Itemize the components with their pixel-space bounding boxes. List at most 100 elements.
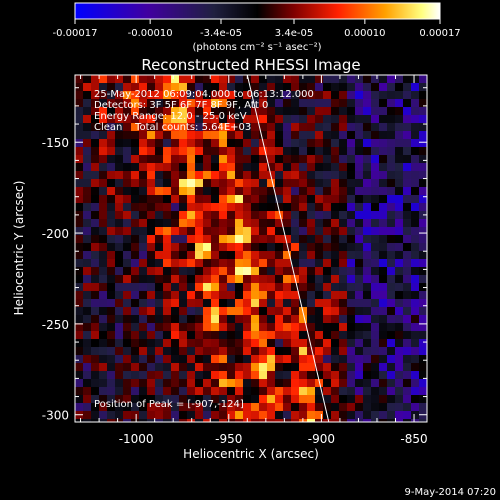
image-pixel bbox=[163, 283, 171, 291]
image-pixel bbox=[315, 171, 323, 179]
image-pixel bbox=[147, 403, 155, 411]
image-pixel bbox=[307, 235, 315, 243]
image-pixel bbox=[395, 211, 403, 219]
image-pixel bbox=[163, 211, 171, 219]
image-pixel bbox=[323, 163, 331, 171]
image-pixel bbox=[283, 259, 291, 267]
image-pixel bbox=[219, 267, 227, 275]
image-pixel bbox=[123, 419, 131, 422]
image-pixel bbox=[307, 211, 315, 219]
image-pixel bbox=[339, 323, 347, 331]
image-pixel bbox=[251, 251, 259, 259]
image-pixel bbox=[363, 83, 371, 91]
image-pixel bbox=[195, 411, 203, 419]
image-pixel bbox=[307, 243, 315, 251]
image-pixel bbox=[347, 291, 355, 299]
image-pixel bbox=[211, 259, 219, 267]
image-pixel bbox=[115, 363, 123, 371]
image-pixel bbox=[371, 267, 379, 275]
image-pixel bbox=[347, 187, 355, 195]
image-pixel bbox=[355, 315, 363, 323]
image-pixel bbox=[307, 339, 315, 347]
image-pixel bbox=[139, 115, 147, 123]
image-pixel bbox=[187, 403, 195, 411]
image-pixel bbox=[283, 315, 291, 323]
image-pixel bbox=[363, 283, 371, 291]
image-pixel bbox=[219, 83, 227, 91]
image-pixel bbox=[275, 299, 283, 307]
image-pixel bbox=[379, 211, 387, 219]
image-pixel bbox=[195, 75, 203, 83]
image-pixel bbox=[387, 275, 395, 283]
image-pixel bbox=[283, 187, 291, 195]
image-pixel bbox=[155, 267, 163, 275]
image-pixel bbox=[243, 203, 251, 211]
image-pixel bbox=[395, 275, 403, 283]
image-pixel bbox=[411, 235, 419, 243]
image-pixel bbox=[139, 187, 147, 195]
image-pixel bbox=[339, 395, 347, 403]
image-pixel bbox=[267, 155, 275, 163]
image-pixel bbox=[219, 299, 227, 307]
image-pixel bbox=[91, 163, 99, 171]
image-pixel bbox=[115, 115, 123, 123]
image-pixel bbox=[259, 243, 267, 251]
image-pixel bbox=[403, 299, 411, 307]
image-pixel bbox=[147, 171, 155, 179]
image-pixel bbox=[275, 267, 283, 275]
image-pixel bbox=[179, 283, 187, 291]
image-pixel bbox=[275, 387, 283, 395]
image-pixel bbox=[267, 395, 275, 403]
image-pixel bbox=[403, 403, 411, 411]
image-pixel bbox=[115, 75, 123, 83]
image-pixel bbox=[395, 411, 403, 419]
image-pixel bbox=[203, 155, 211, 163]
image-pixel bbox=[179, 75, 187, 83]
image-pixel bbox=[363, 235, 371, 243]
image-pixel bbox=[363, 123, 371, 131]
image-pixel bbox=[123, 171, 131, 179]
image-pixel bbox=[267, 211, 275, 219]
image-pixel bbox=[299, 379, 307, 387]
image-pixel bbox=[267, 339, 275, 347]
image-pixel bbox=[147, 107, 155, 115]
image-pixel bbox=[219, 187, 227, 195]
image-pixel bbox=[267, 387, 275, 395]
image-pixel bbox=[251, 219, 259, 227]
image-pixel bbox=[115, 131, 123, 139]
image-pixel bbox=[339, 147, 347, 155]
image-pixel bbox=[387, 419, 395, 422]
image-pixel bbox=[395, 251, 403, 259]
image-pixel bbox=[331, 259, 339, 267]
image-pixel bbox=[91, 91, 99, 99]
image-pixel bbox=[395, 307, 403, 315]
image-pixel bbox=[163, 291, 171, 299]
image-pixel bbox=[291, 347, 299, 355]
image-pixel bbox=[379, 187, 387, 195]
image-pixel bbox=[331, 339, 339, 347]
image-pixel bbox=[267, 83, 275, 91]
image-pixel bbox=[107, 131, 115, 139]
image-pixel bbox=[395, 147, 403, 155]
image-pixel bbox=[235, 251, 243, 259]
image-pixel bbox=[403, 323, 411, 331]
image-pixel bbox=[187, 371, 195, 379]
image-pixel bbox=[139, 195, 147, 203]
image-pixel bbox=[411, 331, 419, 339]
image-pixel bbox=[419, 307, 427, 315]
image-pixel bbox=[323, 115, 331, 123]
image-pixel bbox=[203, 291, 211, 299]
image-pixel bbox=[283, 411, 291, 419]
image-pixel bbox=[163, 235, 171, 243]
image-pixel bbox=[227, 275, 235, 283]
image-pixel bbox=[323, 355, 331, 363]
image-pixel bbox=[267, 139, 275, 147]
image-pixel bbox=[147, 291, 155, 299]
image-pixel bbox=[331, 275, 339, 283]
image-pixel bbox=[75, 155, 83, 163]
image-pixel bbox=[243, 395, 251, 403]
image-pixel bbox=[371, 187, 379, 195]
image-pixel bbox=[147, 155, 155, 163]
image-pixel bbox=[83, 355, 91, 363]
image-pixel bbox=[347, 395, 355, 403]
